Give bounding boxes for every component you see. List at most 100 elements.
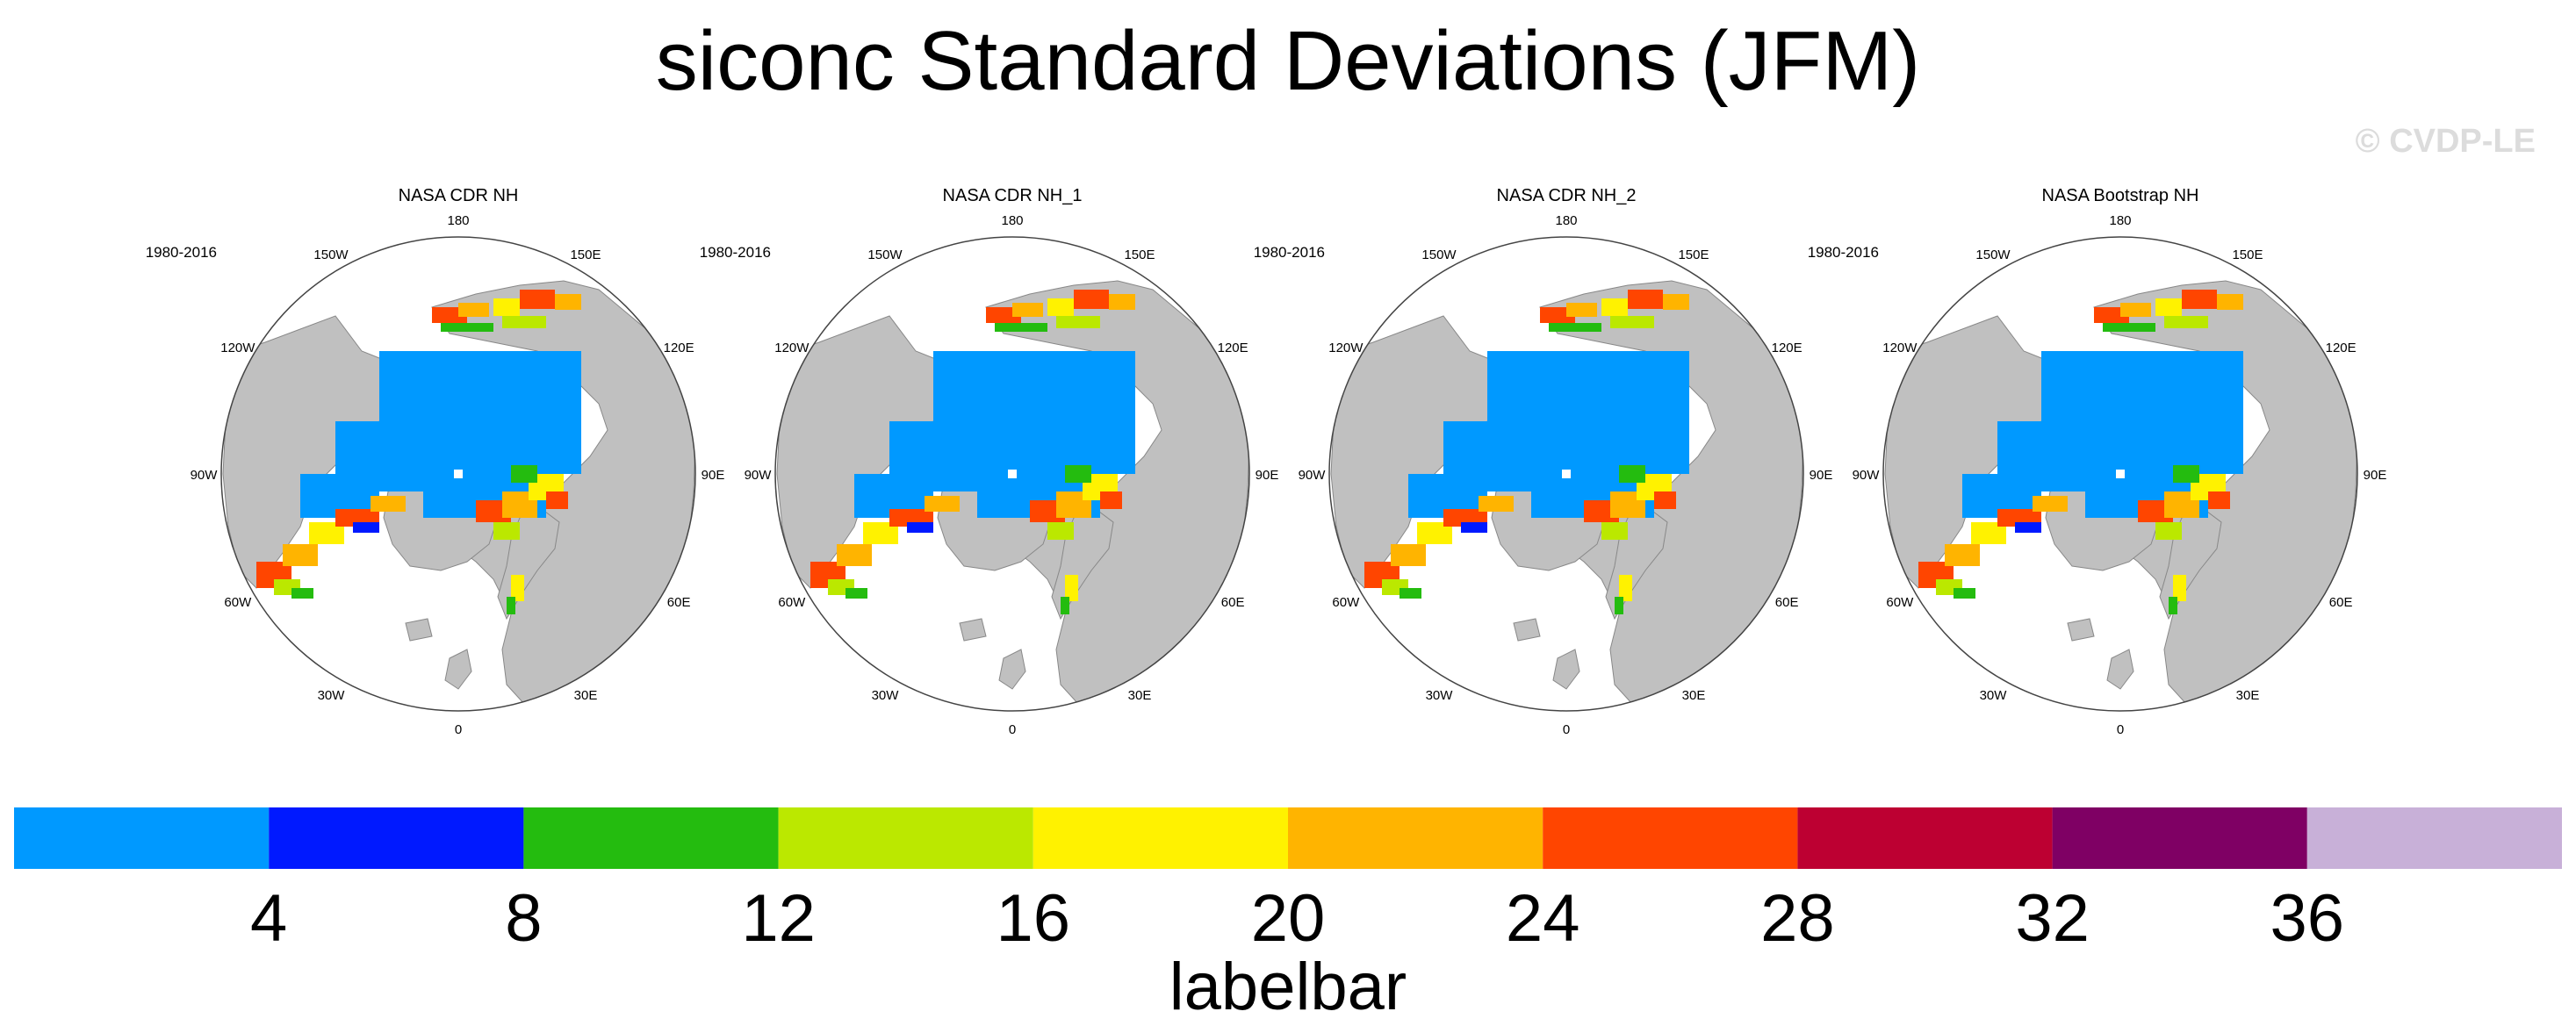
longitude-label: 120E xyxy=(2326,341,2357,355)
map-outline xyxy=(1882,236,2358,712)
sea-ice-cell xyxy=(520,290,555,309)
pole-hole xyxy=(2116,470,2125,478)
sea-ice-cell xyxy=(1012,303,1043,317)
sea-ice-cell xyxy=(1610,316,1654,328)
longitude-label: 120E xyxy=(664,341,694,355)
longitude-label: 180 xyxy=(447,213,469,228)
longitude-label: 150E xyxy=(1678,247,1709,262)
panel-title: NASA CDR NH_2 xyxy=(1497,186,1637,205)
pole-hole xyxy=(1562,470,1571,478)
panel-period: 1980-2016 xyxy=(1808,244,1879,261)
longitude-label: 60W xyxy=(778,595,806,610)
labelbar-swatch xyxy=(1288,807,1543,869)
watermark: © CVDP-LE xyxy=(2355,123,2536,160)
longitude-label: 120E xyxy=(1772,341,1802,355)
longitude-label: 60E xyxy=(1221,595,1245,610)
longitude-label: 30W xyxy=(1426,688,1454,703)
longitude-label: 90W xyxy=(191,468,219,483)
sea-ice-cell xyxy=(2217,294,2243,310)
map-outline xyxy=(774,236,1250,712)
land-mass xyxy=(1513,618,1541,642)
land-mass xyxy=(2106,649,2134,690)
longitude-label: 120W xyxy=(774,341,809,355)
sea-ice-cell xyxy=(493,522,520,540)
labelbar-tick: 36 xyxy=(2270,881,2345,956)
sea-ice-cell xyxy=(511,575,524,601)
labelbar-tick: 8 xyxy=(505,881,542,956)
longitude-label: 0 xyxy=(2117,722,2124,737)
sea-ice-cell xyxy=(1074,290,1109,309)
longitude-label: 0 xyxy=(455,722,462,737)
longitude-label: 180 xyxy=(1001,213,1023,228)
panel-period: 1980-2016 xyxy=(146,244,217,261)
labelbar-tick: 24 xyxy=(1506,881,1580,956)
sea-ice-cell xyxy=(2155,298,2182,316)
map-content xyxy=(221,237,695,711)
longitude-label: 60E xyxy=(1775,595,1799,610)
pole-hole xyxy=(1008,470,1017,478)
sea-ice-cell xyxy=(837,544,872,566)
land-mass xyxy=(444,649,472,690)
longitude-label: 90W xyxy=(1299,468,1327,483)
sea-ice-cell xyxy=(2120,303,2151,317)
land-mass xyxy=(2067,618,2095,642)
labelbar-swatch xyxy=(1033,807,1288,869)
sea-ice-cell xyxy=(1391,544,1426,566)
longitude-label: 90E xyxy=(2364,468,2387,483)
map-outline xyxy=(1328,236,1804,712)
sea-ice-cell xyxy=(511,465,537,483)
longitude-label: 30E xyxy=(2236,688,2260,703)
longitude-label: 60E xyxy=(667,595,691,610)
longitude-label: 150E xyxy=(570,247,601,262)
sea-ice-cell xyxy=(1065,575,1078,601)
labelbar-tick: 16 xyxy=(997,881,1071,956)
panel-title: NASA CDR NH_1 xyxy=(943,186,1083,205)
sea-ice-cell xyxy=(1479,496,1514,512)
longitude-label: 120W xyxy=(1882,341,1918,355)
longitude-label: 60W xyxy=(1332,595,1360,610)
longitude-label: 150W xyxy=(1975,247,2011,262)
longitude-label: 150W xyxy=(867,247,903,262)
land-mass xyxy=(405,618,433,642)
sea-ice-cell xyxy=(1628,290,1663,309)
longitude-label: 120W xyxy=(1328,341,1364,355)
sea-ice-cell xyxy=(845,588,867,599)
longitude-label: 150E xyxy=(2232,247,2263,262)
longitude-label: 90E xyxy=(1810,468,1833,483)
sea-ice-cell xyxy=(1663,294,1689,310)
longitude-label: 30W xyxy=(318,688,346,703)
sea-ice-cell xyxy=(925,496,960,512)
sea-ice-cell xyxy=(1065,465,1091,483)
labelbar: 4 8 12 16 20 24 28 32 36 labelbar xyxy=(14,807,2562,1027)
labelbar-tick: 28 xyxy=(1760,881,1835,956)
labelbar-tick: 32 xyxy=(2015,881,2090,956)
map-content xyxy=(1329,237,1803,711)
labelbar-swatch xyxy=(2306,807,2562,869)
labelbar-tick: 20 xyxy=(1251,881,1326,956)
sea-ice-cell xyxy=(283,544,318,566)
map-panels: NASA CDR NH 1980-2016 180 150E 120E 90E 60E 30E… xyxy=(0,171,2576,742)
sea-ice-cell xyxy=(1047,522,1074,540)
longitude-label: 90E xyxy=(702,468,725,483)
longitude-label: 60E xyxy=(2329,595,2353,610)
longitude-label: 180 xyxy=(2109,213,2131,228)
pole-hole xyxy=(454,470,463,478)
sea-ice-cell xyxy=(1654,491,1676,509)
labelbar-swatch xyxy=(1797,807,2053,869)
longitude-label: 30W xyxy=(1980,688,2008,703)
longitude-label: 150E xyxy=(1124,247,1155,262)
sea-ice-cell xyxy=(458,303,489,317)
longitude-label: 0 xyxy=(1563,722,1570,737)
sea-ice-cell xyxy=(1601,298,1628,316)
sea-ice-cell xyxy=(1061,597,1069,614)
page-title: siconc Standard Deviations (JFM) xyxy=(655,14,1921,108)
sea-ice-cell xyxy=(546,491,568,509)
longitude-label: 90W xyxy=(745,468,773,483)
labelbar-title: labelbar xyxy=(1169,950,1407,1024)
sea-ice-cell xyxy=(493,298,520,316)
longitude-label: 120W xyxy=(220,341,255,355)
longitude-label: 60W xyxy=(224,595,252,610)
sea-ice-cell xyxy=(1601,522,1628,540)
sea-ice-cell xyxy=(1619,575,1632,601)
sea-ice-cell xyxy=(1566,303,1597,317)
